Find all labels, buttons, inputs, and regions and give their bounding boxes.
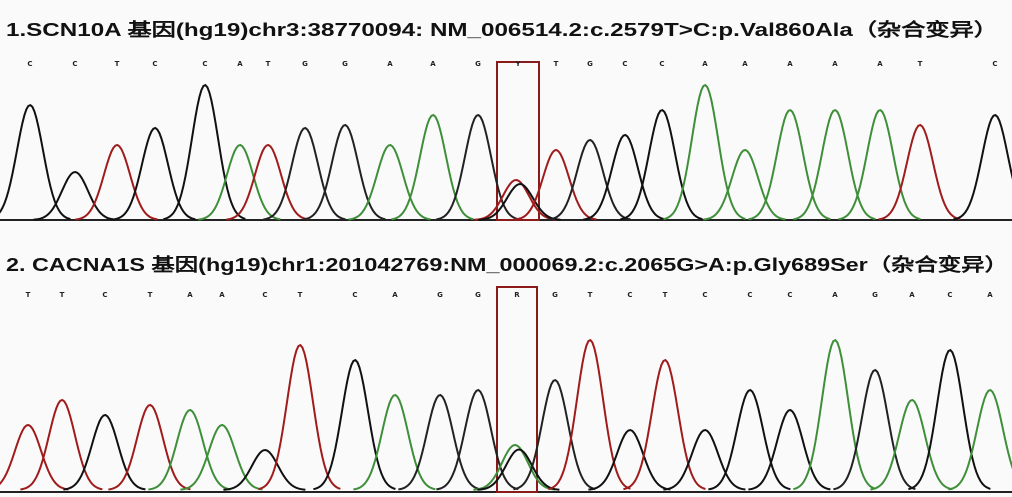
base-call: C (747, 291, 752, 299)
base-call: T (266, 60, 271, 68)
base-call: T (663, 291, 668, 299)
base-call: C (627, 291, 632, 299)
base-call: G (342, 60, 348, 68)
base-call: C (202, 60, 207, 68)
base-call: C (702, 291, 707, 299)
base-call: C (352, 291, 357, 299)
base-call: Y (514, 60, 521, 68)
base-call: A (237, 60, 243, 68)
base-call: A (877, 60, 883, 68)
base-call: C (27, 60, 32, 68)
base-call: G (475, 60, 481, 68)
base-call: C (992, 60, 997, 68)
base-call: G (552, 291, 558, 299)
base-call: A (702, 60, 708, 68)
base-call: A (219, 291, 225, 299)
base-call: C (72, 60, 77, 68)
base-call: A (187, 291, 193, 299)
base-call: A (392, 291, 398, 299)
panel-title: 1.SCN10A 基因(hg19)chr3:38770094: NM_00651… (6, 19, 998, 40)
base-call: G (437, 291, 443, 299)
base-call: C (659, 60, 664, 68)
base-call: A (787, 60, 793, 68)
base-call: T (115, 60, 120, 68)
base-call: C (102, 291, 107, 299)
base-call: C (152, 60, 157, 68)
base-call: A (387, 60, 393, 68)
base-call: G (587, 60, 593, 68)
base-call: T (26, 291, 31, 299)
base-call: C (787, 291, 792, 299)
base-call: A (832, 60, 838, 68)
base-call: C (947, 291, 952, 299)
base-call: G (872, 291, 878, 299)
base-call: A (987, 291, 993, 299)
base-call: G (302, 60, 308, 68)
base-call: R (514, 291, 520, 299)
base-call: T (298, 291, 303, 299)
base-call: C (622, 60, 627, 68)
chromatogram-figure: 1.SCN10A 基因(hg19)chr3:38770094: NM_00651… (0, 0, 1012, 497)
base-call: A (832, 291, 838, 299)
base-call: T (918, 60, 923, 68)
base-call: T (60, 291, 65, 299)
base-call: T (554, 60, 559, 68)
base-call: A (430, 60, 436, 68)
panel-title: 2. CACNA1S 基因(hg19)chr1:201042769:NM_000… (6, 254, 1008, 275)
base-call: A (742, 60, 748, 68)
base-call: A (909, 291, 915, 299)
base-call: G (475, 291, 481, 299)
base-call: T (148, 291, 153, 299)
base-call: T (588, 291, 593, 299)
base-call: C (262, 291, 267, 299)
